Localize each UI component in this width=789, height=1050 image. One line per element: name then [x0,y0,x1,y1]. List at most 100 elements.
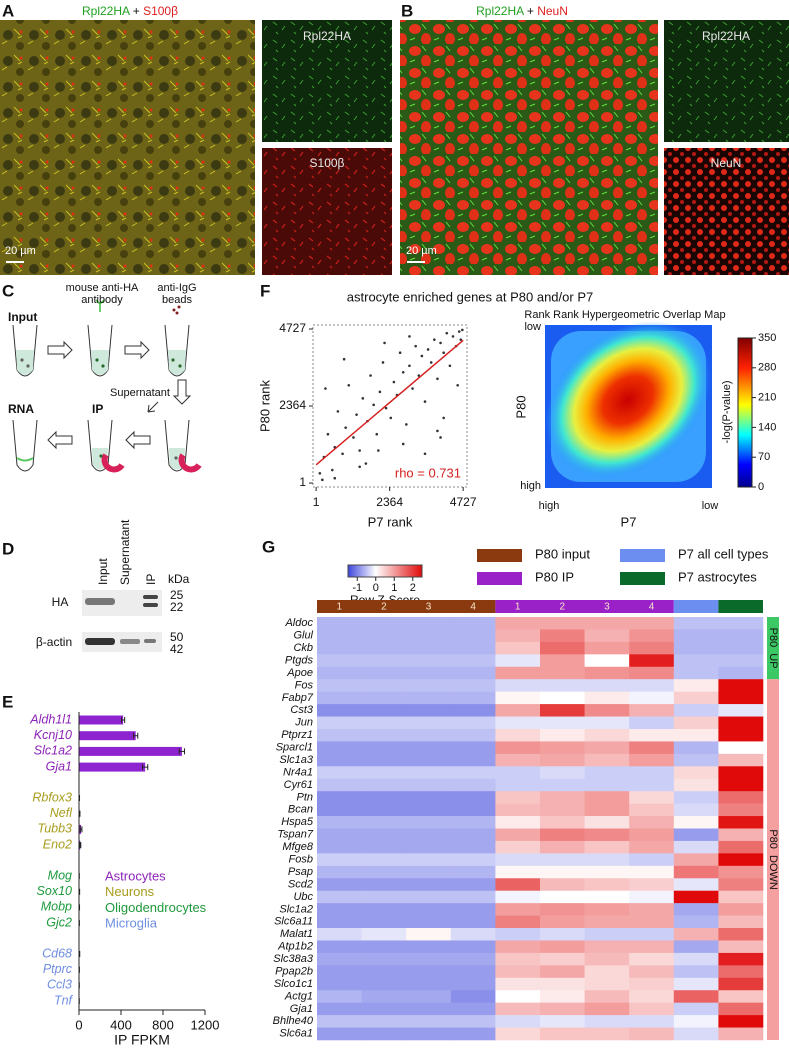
cell [406,853,452,867]
row-label: Sparcl1 [276,742,313,754]
title-green: Rpl22HA [476,4,524,18]
cell [629,691,675,705]
cell [629,878,675,892]
cell [450,753,496,767]
legend-swatch [477,549,522,562]
point [383,341,386,345]
cell [450,1002,496,1016]
error-bar [121,717,126,723]
cell [540,1015,585,1028]
point [442,416,445,420]
color-key [347,564,423,578]
cell [629,865,675,879]
cell [361,654,407,668]
cell [406,816,452,829]
row-group-bar [767,617,779,680]
cell [584,766,630,780]
scale-label: 20 µm [406,245,437,257]
cell [673,903,719,916]
category-label: Mobp [41,900,72,914]
row-label: Fabp7 [282,692,314,704]
row-label: Mfge8 [282,841,313,853]
cell [718,679,764,692]
key-tick-label: 0 [373,582,379,594]
point [439,341,442,345]
cell [495,741,541,755]
cell [450,903,496,916]
cell [629,641,675,655]
cell [718,1027,764,1041]
colorbar-tick-label: 70 [758,451,770,463]
axis-end: high [539,500,560,512]
cell [406,915,452,929]
cell [584,990,630,1003]
row-label: Cyr61 [284,779,313,791]
micrograph [400,20,658,275]
cell [629,741,675,755]
cell [629,716,675,730]
cell [450,679,496,692]
cell [406,940,452,954]
row-label: Slc1a3 [279,754,314,766]
title-red: NeuN [537,4,568,18]
cell [718,928,764,941]
cell [450,766,496,780]
cell [406,990,452,1003]
cell [540,791,585,804]
cell [718,654,764,668]
cell [361,753,407,767]
cell [629,629,675,643]
cell [718,1015,764,1028]
cell [584,840,630,854]
cell [406,928,452,941]
cell [317,741,362,755]
cell [317,641,362,655]
cell [673,1002,719,1016]
column-group-bar [673,600,719,613]
cell [540,977,585,991]
point [358,465,361,469]
legend-label: Oligodendrocytes [105,900,207,915]
cell [540,704,585,717]
inset-label: Rpl22HA [702,29,750,43]
cell [495,641,541,655]
y-axis-label: P80 [513,395,528,418]
cell [584,716,630,730]
cell [718,791,764,804]
panel-title: Rpl22HA + NeuN [476,4,568,18]
row-label: Atp1b2 [277,941,313,953]
cell [361,766,407,780]
point [378,390,382,394]
cell [495,928,541,941]
band [143,595,158,599]
row-label: Ptn [296,791,313,803]
cell [718,617,764,630]
point [392,380,396,384]
cell [629,840,675,854]
cell [673,741,719,755]
cell [673,853,719,867]
cell [540,629,585,643]
cell [629,903,675,916]
cell [361,791,407,804]
error-bar [133,732,139,739]
cell [495,803,541,817]
point [461,328,464,332]
cell [584,915,630,929]
protocol-diagram [12,299,202,473]
cell [361,990,407,1003]
cell [540,865,585,879]
cell [406,977,452,991]
point [456,384,459,387]
panel-title: Rpl22HA + S100β [82,4,178,18]
cell [629,1015,675,1028]
cell [718,704,764,717]
row-group-label: P80 UP [767,628,779,669]
category-label: Slc1a2 [34,744,72,758]
panel-letter: D [2,539,14,558]
unit-label: kDa [168,572,190,586]
cell [540,878,585,892]
cell [495,940,541,954]
cell [450,816,496,829]
panel-letter: C [2,281,14,300]
